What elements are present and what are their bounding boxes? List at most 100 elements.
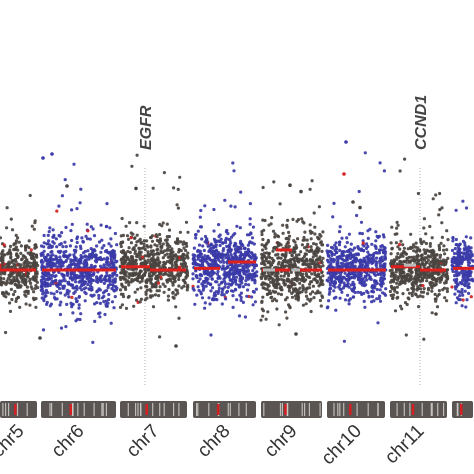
data-point-chr12 (464, 246, 468, 250)
data-point-chr6 (72, 275, 76, 279)
data-point-chr6 (108, 282, 112, 287)
data-point-chr6 (103, 249, 108, 253)
data-point-chr9 (319, 240, 323, 244)
data-point-chr11 (407, 297, 411, 301)
data-point-chr9 (320, 279, 324, 283)
data-point-outlier (38, 336, 42, 340)
data-point-chr11 (411, 258, 415, 262)
ideogram-band (430, 403, 432, 416)
data-point-chr6 (40, 286, 44, 291)
data-point-chr8 (217, 223, 221, 227)
data-point-outlier (342, 172, 346, 176)
data-point-chr9 (316, 258, 320, 262)
data-point-chr11 (391, 296, 395, 300)
data-point-chr10 (365, 264, 369, 268)
data-point-chr6 (91, 227, 95, 231)
data-point-chr9 (313, 270, 317, 274)
data-point-chr7 (182, 240, 186, 244)
data-point-chr12 (464, 305, 468, 309)
data-point-chr12 (454, 270, 458, 274)
data-point-chr11 (430, 289, 434, 293)
data-point-chr9 (275, 245, 279, 249)
data-point-chr8 (191, 253, 195, 257)
data-point-chr6 (39, 244, 44, 248)
data-point-chr7 (151, 305, 156, 309)
data-point-chr6 (104, 302, 108, 306)
data-point-chr6 (98, 275, 102, 279)
ideogram-band (437, 403, 439, 416)
data-point-chr7 (157, 289, 161, 293)
data-point-chr12 (460, 282, 464, 286)
data-point-chr6 (109, 244, 113, 248)
data-point-chr9 (293, 250, 297, 254)
data-point-chr6 (111, 280, 115, 284)
data-point-chr10 (366, 250, 370, 254)
data-point-chr10 (373, 273, 378, 277)
data-point-chr9 (305, 259, 309, 263)
data-point-chr9 (291, 257, 296, 261)
data-point-chr10 (377, 296, 381, 301)
data-point-chr5 (17, 240, 21, 244)
data-point-chr8 (253, 263, 257, 267)
data-point-chr9 (314, 291, 318, 295)
data-point-chr10 (351, 259, 355, 263)
data-point-chr10 (341, 262, 345, 266)
ideogram-centromere (411, 404, 415, 415)
data-point-chr7 (158, 285, 162, 289)
data-point-chr8 (238, 277, 242, 281)
data-point-chr10 (342, 281, 346, 285)
data-point-chr11 (422, 248, 426, 252)
data-point-chr10 (372, 299, 376, 303)
data-point-chr11 (442, 248, 446, 252)
data-point-chr12 (450, 263, 454, 267)
data-point-chr10 (339, 254, 344, 258)
data-point-chr7 (121, 255, 125, 259)
data-point-chr8 (216, 256, 220, 260)
data-point-chr9 (274, 265, 278, 269)
data-point-chr8 (232, 274, 236, 279)
data-point-chr10 (337, 271, 341, 275)
data-point-chr8 (238, 279, 242, 283)
data-point-chr10 (347, 232, 351, 236)
data-point-chr9 (263, 277, 268, 281)
data-point-chr9 (269, 270, 274, 275)
data-point-chr5 (14, 299, 18, 303)
data-point-chr12 (460, 287, 464, 292)
data-point-chr8 (239, 298, 243, 302)
data-point-chr6 (51, 282, 55, 286)
data-point-chr11 (430, 273, 434, 277)
data-point-chr10 (338, 240, 342, 244)
data-point-chr11 (419, 258, 423, 262)
data-point-chr6 (66, 273, 70, 277)
data-point-chr10 (332, 282, 337, 286)
chromosome-labels: chr5 chr6 chr7 chr8 chr9 chr10 chr11 (0, 421, 429, 469)
ideogram-band (173, 403, 175, 416)
data-point-chr8 (248, 217, 252, 221)
data-point-chr6 (61, 261, 65, 265)
data-point-chr8 (244, 282, 248, 286)
data-point-chr7 (124, 306, 129, 310)
data-point-chr8 (248, 222, 252, 226)
data-point-chr9 (276, 256, 280, 260)
data-point-chr6 (107, 298, 111, 302)
data-point-chr8 (232, 169, 236, 173)
ideogram-band (245, 403, 247, 416)
data-point-chr7 (135, 240, 139, 244)
data-point-chr8 (246, 249, 250, 253)
data-point-chr6 (69, 272, 73, 276)
data-point-chr6 (109, 237, 113, 241)
data-point-chr10 (338, 225, 342, 229)
data-point-chr8 (228, 269, 232, 273)
data-point-chr7 (131, 255, 135, 259)
data-point-chr9 (300, 290, 304, 294)
data-point-chr10 (361, 241, 365, 245)
data-point-chr8 (232, 265, 236, 269)
data-point-chr9 (304, 290, 308, 294)
data-point-chr12 (466, 285, 470, 290)
data-point-chr10 (358, 231, 362, 235)
data-point-chr7 (161, 250, 165, 254)
data-point-chr12 (467, 291, 471, 295)
data-point-chr12 (450, 259, 454, 263)
data-point-chr11 (398, 242, 402, 247)
data-point-chr8 (221, 264, 225, 268)
